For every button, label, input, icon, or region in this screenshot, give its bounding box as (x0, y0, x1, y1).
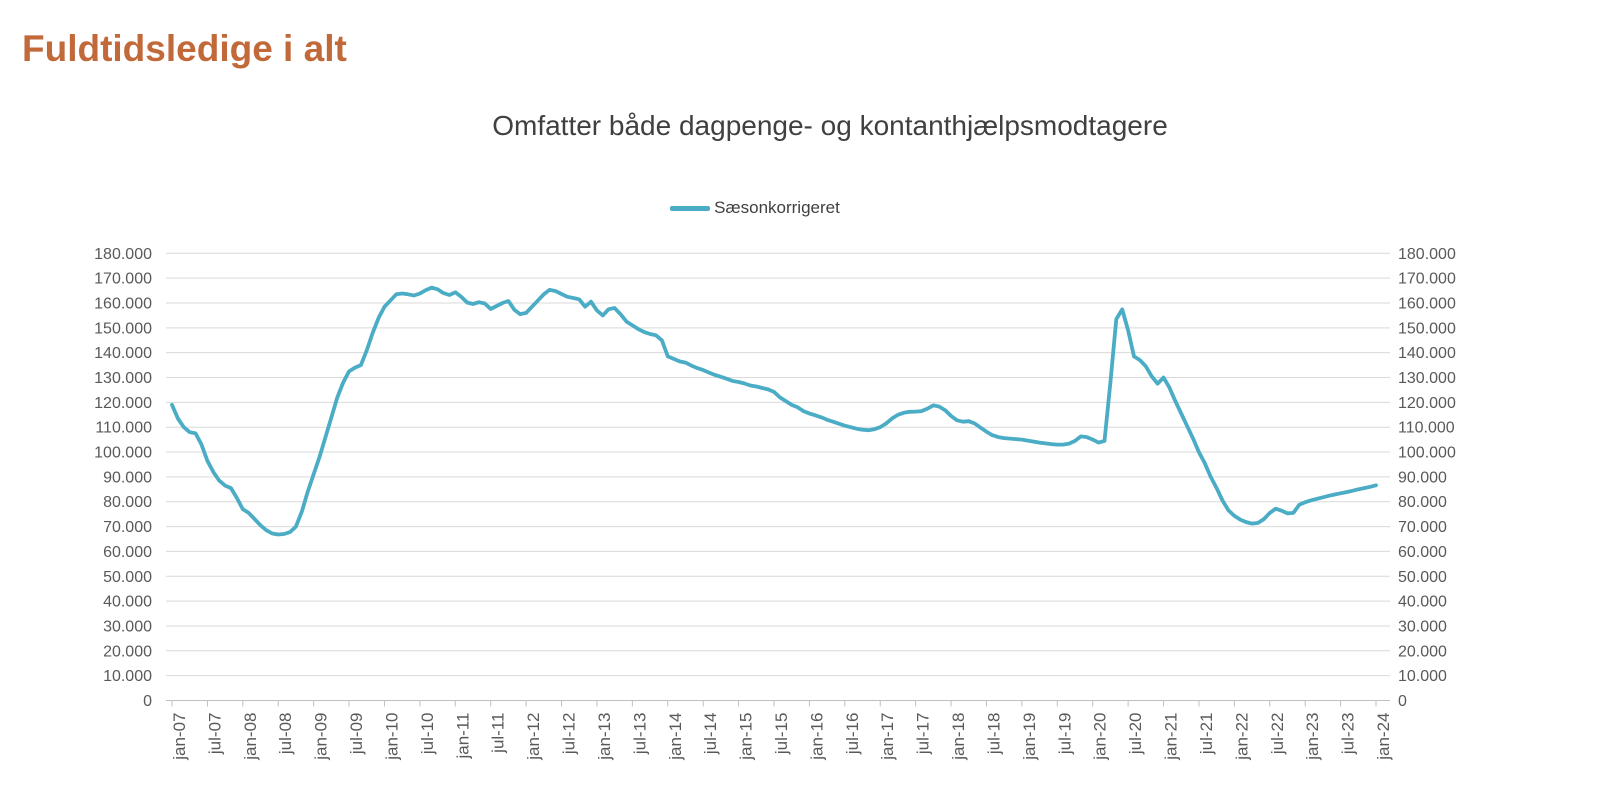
y-axis-left-tick-label: 60.000 (103, 544, 152, 561)
x-axis-tick-label: jul-18 (984, 713, 1003, 756)
y-axis-left-tick-label: 90.000 (103, 469, 152, 486)
chart-title-area: Omfatter både dagpenge- og kontanthjælps… (60, 110, 1600, 142)
x-axis-tick-label: jul-19 (1055, 713, 1074, 756)
series-line-saesonkorrigeret (170, 285, 1378, 537)
x-axis-tick-label: jan-16 (807, 713, 826, 761)
y-axis-left-tick-label: 120.000 (94, 395, 152, 412)
x-axis-tick-label: jan-13 (595, 713, 614, 761)
x-axis-tick-label: jul-20 (1126, 713, 1145, 756)
y-axis-right-tick-label: 160.000 (1398, 295, 1456, 312)
x-axis-tick-label: jan-09 (312, 713, 331, 761)
y-axis-right-tick-label: 0 (1398, 693, 1407, 710)
y-axis-right-tick-label: 130.000 (1398, 370, 1456, 387)
x-axis-tick-label: jan-11 (453, 713, 472, 760)
x-axis-tick-label: jan-22 (1232, 713, 1251, 761)
x-axis-tick-label: jan-12 (524, 713, 543, 761)
x-axis-tick-label: jan-18 (949, 713, 968, 761)
y-axis-left-tick-label: 180.000 (94, 246, 152, 263)
x-axis-tick-label: jan-15 (737, 713, 756, 761)
y-axis-left-tick-label: 0 (143, 693, 152, 710)
y-axis-right-tick-label: 120.000 (1398, 395, 1456, 412)
y-axis-right-tick-label: 150.000 (1398, 320, 1456, 337)
chart-legend: Sæsonkorrigeret (0, 198, 1510, 218)
x-axis-tick-label: jul-11 (489, 713, 508, 754)
y-axis-right-tick-label: 40.000 (1398, 594, 1447, 611)
y-axis-right-tick-label: 80.000 (1398, 494, 1447, 511)
x-axis-tick-label: jan-14 (666, 713, 685, 761)
y-axis-right-tick-label: 30.000 (1398, 618, 1447, 635)
x-axis-tick-label: jul-10 (418, 713, 437, 756)
y-axis-right-tick-label: 70.000 (1398, 519, 1447, 536)
chart-title: Omfatter både dagpenge- og kontanthjælps… (492, 110, 1168, 141)
x-axis-tick-label: jul-23 (1339, 713, 1358, 756)
y-axis-left-tick-label: 100.000 (94, 445, 152, 462)
y-axis-left-tick-label: 170.000 (94, 271, 152, 288)
y-axis-right-tick-label: 180.000 (1398, 246, 1456, 263)
y-axis-left-tick-label: 140.000 (94, 345, 152, 362)
y-axis-left-tick-label: 110.000 (95, 420, 152, 437)
x-axis-tick-label: jan-23 (1303, 713, 1322, 761)
legend-line-marker-icon (670, 205, 711, 211)
y-axis-right-tick-label: 20.000 (1398, 643, 1447, 660)
y-axis-right-tick-label: 10.000 (1398, 668, 1447, 685)
x-axis-tick-label: jan-20 (1091, 713, 1110, 761)
x-axis-tick-label: jul-16 (843, 713, 862, 756)
x-axis-tick-label: jul-15 (772, 713, 791, 756)
y-axis-left-tick-label: 70.000 (103, 519, 152, 536)
legend-label: Sæsonkorrigeret (714, 198, 840, 217)
y-axis-right-tick-label: 170.000 (1398, 271, 1456, 288)
x-axis-tick-label: jul-14 (701, 713, 720, 756)
y-axis-left-tick-label: 80.000 (103, 494, 152, 511)
y-axis-left-tick-label: 20.000 (103, 643, 152, 660)
x-axis-tick-label: jan-17 (878, 713, 897, 761)
y-axis-left-tick-label: 150.000 (94, 320, 152, 337)
page-title: Fuldtidsledige i alt (22, 28, 347, 69)
x-axis-tick-label: jul-22 (1268, 713, 1287, 756)
y-axis-right-tick-label: 140.000 (1398, 345, 1456, 362)
y-axis-right-tick-label: 60.000 (1398, 544, 1447, 561)
x-axis-tick-label: jul-21 (1197, 713, 1216, 756)
x-axis-tick-label: jul-12 (560, 713, 579, 756)
x-axis-tick-label: jan-24 (1374, 713, 1393, 761)
x-axis-tick-label: jul-07 (205, 713, 224, 756)
y-axis-left-tick-label: 30.000 (103, 618, 152, 635)
x-axis-tick-label: jan-10 (382, 713, 401, 761)
x-axis-tick-label: jul-09 (347, 713, 366, 756)
legend-item-saesonkorrigeret: Sæsonkorrigeret (670, 198, 840, 218)
x-axis-tick-label: jan-07 (170, 713, 189, 761)
x-axis-tick-label: jan-19 (1020, 713, 1039, 761)
x-axis-tick-label: jul-08 (276, 713, 295, 756)
y-axis-right-tick-label: 110.000 (1398, 420, 1455, 437)
y-axis-left-tick-label: 10.000 (103, 668, 152, 685)
y-axis-left-tick-label: 50.000 (103, 569, 152, 586)
x-axis-tick-label: jan-08 (241, 713, 260, 761)
y-axis-left-tick-label: 130.000 (94, 370, 152, 387)
x-axis-tick-label: jul-17 (914, 713, 933, 756)
y-axis-right-tick-label: 90.000 (1398, 469, 1447, 486)
y-axis-right-tick-label: 50.000 (1398, 569, 1447, 586)
y-axis-left-tick-label: 40.000 (103, 594, 152, 611)
y-axis-left-tick-label: 160.000 (94, 295, 152, 312)
x-axis-tick-label: jul-13 (630, 713, 649, 756)
x-axis-tick-label: jan-21 (1162, 713, 1181, 761)
y-axis-right-tick-label: 100.000 (1398, 445, 1456, 462)
